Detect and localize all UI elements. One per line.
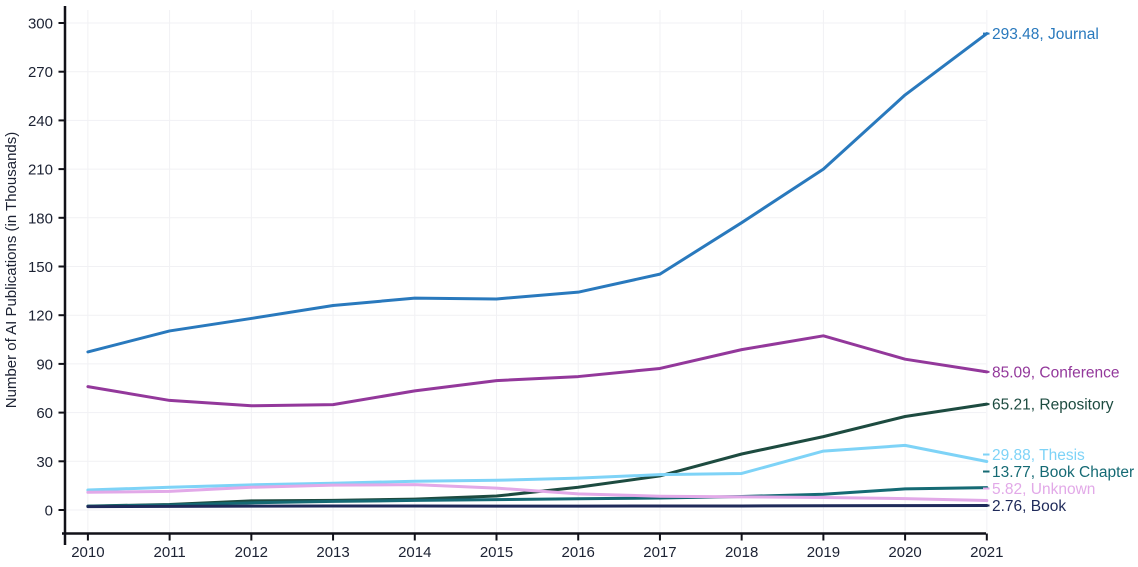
y-tick-label: 60 xyxy=(36,405,53,422)
x-tick-label: 2014 xyxy=(398,544,431,561)
x-tick-label: 2017 xyxy=(643,544,676,561)
y-tick-label: 90 xyxy=(36,356,53,373)
y-axis-title: Number of AI Publications (in Thousands) xyxy=(3,132,20,409)
y-tick-label: 180 xyxy=(28,210,53,227)
x-tick-label: 2013 xyxy=(316,544,349,561)
x-tick-label: 2012 xyxy=(235,544,268,561)
series-end-label-conference: 85.09, Conference xyxy=(992,364,1120,381)
gridlines xyxy=(65,10,988,534)
series-end-label-unknown: 5.82, Unknown xyxy=(992,481,1095,498)
y-tick-label: 210 xyxy=(28,162,53,179)
x-tick-label: 2021 xyxy=(970,544,1003,561)
series-line-conference xyxy=(86,334,989,408)
series-line-unknown xyxy=(86,483,989,503)
y-tick-label: 270 xyxy=(28,64,53,81)
series-line-book-chapter xyxy=(86,486,989,508)
x-tick-label: 2016 xyxy=(562,544,595,561)
series-end-label-book-chapter: 13.77, Book Chapter xyxy=(992,464,1134,481)
series-line-book xyxy=(86,504,989,509)
series-end-label-repository: 65.21, Repository xyxy=(992,397,1114,414)
x-tick-label: 2011 xyxy=(153,544,185,561)
y-tick-label: 30 xyxy=(36,454,53,471)
x-tick-label: 2018 xyxy=(725,544,758,561)
series-end-label-book: 2.76, Book xyxy=(992,498,1066,515)
series-end-label-journal: 293.48, Journal xyxy=(992,26,1099,43)
y-tick-label: 300 xyxy=(28,16,53,33)
x-tick-label: 2015 xyxy=(480,544,513,561)
y-tick-label: 0 xyxy=(45,503,53,520)
series-end-label-thesis: 29.88, Thesis xyxy=(992,447,1085,464)
series-line-thesis xyxy=(86,443,989,492)
x-tick-label: 2020 xyxy=(888,544,921,561)
y-tick-label: 150 xyxy=(28,259,53,276)
series-lines xyxy=(86,32,989,509)
y-tick-label: 120 xyxy=(28,308,53,325)
x-tick-label: 2019 xyxy=(807,544,840,561)
series-line-journal xyxy=(86,32,989,354)
y-tick-label: 240 xyxy=(28,113,53,130)
x-tick-label: 2010 xyxy=(71,544,104,561)
axes: 0 30 60 90 120 150 180 210 240 270 300 2010 2011 2012… xyxy=(28,6,1004,561)
